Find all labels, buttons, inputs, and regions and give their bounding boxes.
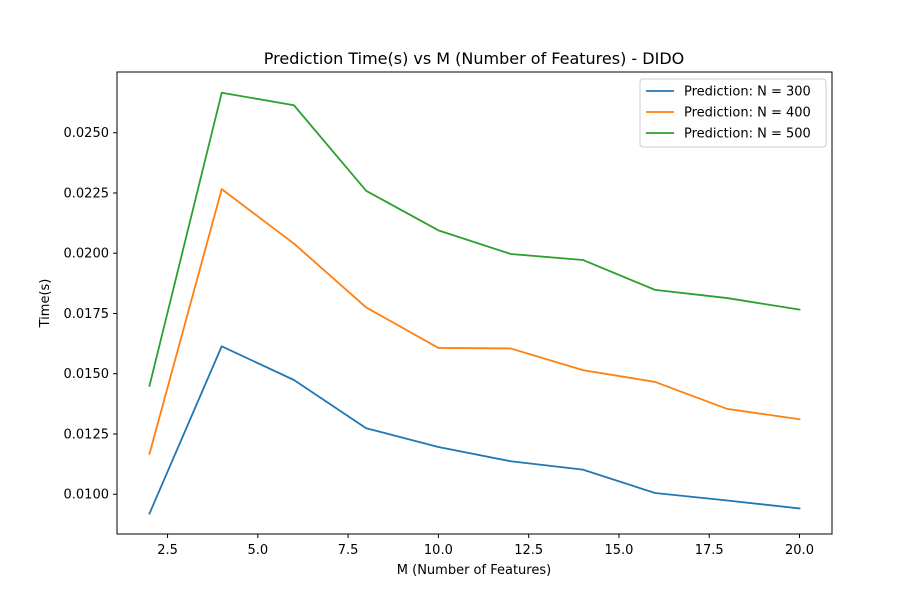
legend-box xyxy=(639,78,827,148)
x-tick-label: 2.5 xyxy=(157,543,178,558)
axes-frame xyxy=(116,71,833,535)
legend-label-1: Prediction: N = 300 xyxy=(684,85,811,100)
x-tick-label: 17.5 xyxy=(695,543,724,558)
x-tick-label: 10.0 xyxy=(424,543,453,558)
plot-area xyxy=(148,91,801,515)
legend-label-3: Prediction: N = 500 xyxy=(684,127,811,142)
legend-label-2: Prediction: N = 400 xyxy=(684,106,811,121)
x-axis-label: M (Number of Features) xyxy=(397,563,551,578)
y-tick-label: 0.0100 xyxy=(64,488,110,503)
x-tick-label: 12.5 xyxy=(514,543,543,558)
x-axis: 2.5 5.0 7.5 10.0 12.5 15.0 17.5 20.0 xyxy=(157,534,814,558)
y-tick-label: 0.0175 xyxy=(64,307,110,322)
y-tick-label: 0.0125 xyxy=(64,427,110,442)
y-tick-label: 0.0225 xyxy=(64,186,110,201)
x-tick-label: 7.5 xyxy=(338,543,359,558)
x-tick-label: 5.0 xyxy=(247,543,268,558)
x-tick-label: 20.0 xyxy=(785,543,814,558)
y-tick-label: 0.0150 xyxy=(64,367,110,382)
x-tick-label: 15.0 xyxy=(604,543,633,558)
series-line-3 xyxy=(148,91,801,387)
chart-title: Prediction Time(s) vs M (Number of Featu… xyxy=(264,49,684,68)
series-line-1 xyxy=(148,345,801,515)
legend: Prediction: N = 300 Prediction: N = 400 Pr… xyxy=(639,78,827,148)
series-line-2 xyxy=(148,188,801,455)
y-axis-label: Time(s) xyxy=(38,279,53,329)
y-axis: 0.0100 0.0125 0.0150 0.0175 0.0200 0.0225 0.02… xyxy=(64,126,117,503)
y-tick-label: 0.0200 xyxy=(64,247,110,262)
y-tick-label: 0.0250 xyxy=(64,126,110,141)
